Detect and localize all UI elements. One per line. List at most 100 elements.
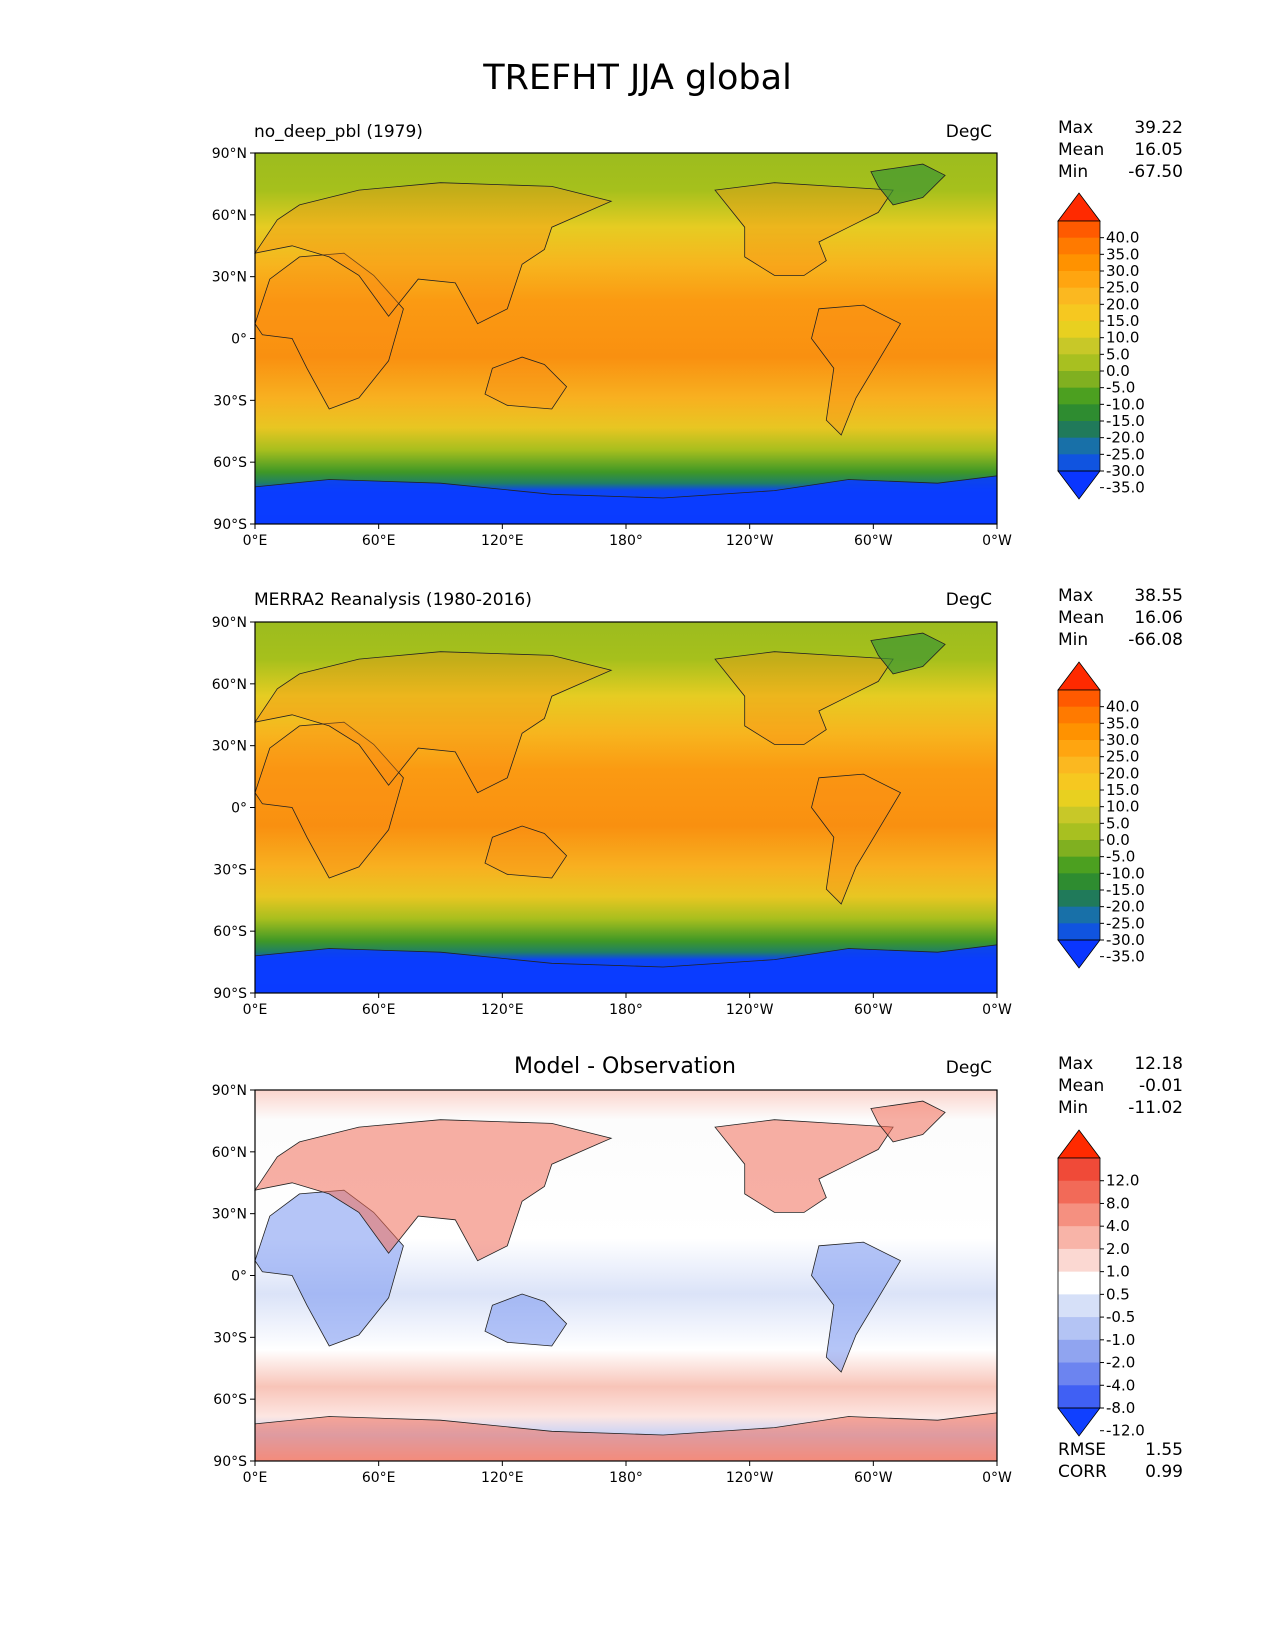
colorbar-label: 25.0 — [1106, 279, 1139, 297]
colorbar-bin — [1058, 437, 1100, 455]
colorbar-label: 40.0 — [1106, 229, 1139, 247]
lon-tick-label: 60°W — [854, 1002, 893, 1018]
colorbar-bin — [1058, 1339, 1100, 1364]
colorbar-label: -0.5 — [1106, 1308, 1135, 1326]
colorbar-label: -30.0 — [1106, 931, 1145, 949]
panel-2-coastline — [870, 632, 946, 675]
colorbar-extend-max — [1057, 1129, 1101, 1159]
colorbar-label: -1.0 — [1106, 1331, 1135, 1349]
panel-1-stat-max-label: Max — [1058, 118, 1094, 138]
lon-tick-label: 60°W — [854, 533, 893, 549]
colorbar-bin — [1058, 321, 1100, 339]
colorbar-label: -20.0 — [1106, 429, 1145, 447]
colorbar-label: -15.0 — [1106, 412, 1145, 430]
lat-tick-label: 30°N — [212, 1207, 247, 1223]
panel-1-stat-mean-label: Mean — [1058, 140, 1105, 160]
colorbar-label: -5.0 — [1106, 848, 1135, 866]
lon-tick-label: 60°E — [362, 1470, 396, 1486]
panel-3-coastline — [254, 1189, 404, 1347]
colorbar-bin — [1058, 287, 1100, 305]
colorbar-extend-min — [1057, 1407, 1101, 1437]
panel-3-rmse-label: RMSE — [1058, 1440, 1107, 1460]
panel-2-coastline — [714, 651, 894, 745]
lon-tick-label: 180° — [609, 533, 643, 549]
colorbar-label: 5.0 — [1106, 814, 1130, 832]
colorbar-label: -5.0 — [1106, 379, 1135, 397]
lon-tick-label: 0°W — [982, 1002, 1012, 1018]
colorbar-bin — [1058, 1180, 1100, 1204]
panel-1-coastline — [870, 163, 946, 206]
lat-tick-label: 60°S — [213, 924, 247, 940]
colorbar-bin — [1058, 221, 1100, 239]
colorbar-bin — [1058, 387, 1100, 405]
panel-3-stat-mean-value: -0.01 — [1139, 1076, 1183, 1096]
colorbar-label: 0.0 — [1106, 362, 1130, 380]
panel-1-stat-mean-value: 16.05 — [1134, 140, 1183, 160]
colorbar-bin — [1058, 1271, 1100, 1295]
colorbar-label: -2.0 — [1106, 1354, 1135, 1372]
colorbar-label: 10.0 — [1106, 798, 1139, 816]
panel-2-left-title: MERRA2 Reanalysis (1980-2016) — [254, 590, 532, 610]
lon-tick-label: 120°E — [481, 1470, 524, 1486]
lon-tick-label: 180° — [609, 1470, 643, 1486]
colorbar-label: 1.0 — [1106, 1263, 1130, 1281]
panel-3-corr-value: 0.99 — [1145, 1462, 1183, 1482]
colorbar-label: 40.0 — [1106, 698, 1139, 716]
lon-tick-label: 0°E — [243, 1470, 268, 1486]
colorbar-label: 35.0 — [1106, 245, 1139, 263]
panel-2-coastline — [254, 721, 404, 879]
panel-2-stat-max-label: Max — [1058, 586, 1094, 606]
colorbar-bin — [1058, 890, 1100, 908]
colorbar-label: -35.0 — [1106, 948, 1145, 966]
colorbar-label: -20.0 — [1106, 898, 1145, 916]
colorbar-bin — [1058, 806, 1100, 824]
panel-3-coastline — [870, 1100, 946, 1143]
figure-title: TREFHT JJA global — [483, 58, 792, 98]
lon-tick-label: 0°W — [982, 1470, 1012, 1486]
lon-tick-label: 60°E — [362, 533, 396, 549]
lat-tick-label: 90°S — [213, 517, 247, 533]
lat-tick-label: 90°N — [212, 146, 247, 162]
panel-3-coastline — [254, 1119, 613, 1262]
colorbar-label: 20.0 — [1106, 764, 1139, 782]
panel-1-units: DegC — [945, 122, 992, 142]
lon-tick-label: 120°W — [726, 1470, 774, 1486]
colorbar-bin — [1058, 371, 1100, 389]
panel-3-coastline — [714, 1119, 894, 1213]
lat-tick-label: 0° — [231, 801, 247, 817]
colorbar-label: -25.0 — [1106, 445, 1145, 463]
panel-2-coastline — [254, 651, 613, 794]
colorbar-bin — [1058, 1158, 1100, 1182]
panel-1-coastline — [811, 304, 902, 436]
colorbar-bin — [1058, 237, 1100, 255]
colorbar-label: 4.0 — [1106, 1217, 1130, 1235]
panel-3-corr-label: CORR — [1058, 1462, 1107, 1482]
panel-1-stat-min-value: -67.50 — [1128, 162, 1183, 182]
panel-2-coastline — [484, 825, 568, 879]
panel-1-stat-min-label: Min — [1058, 162, 1089, 182]
colorbar-label: -35.0 — [1106, 479, 1145, 497]
panel-2-units: DegC — [945, 590, 992, 610]
panel-1-coastline — [714, 182, 894, 276]
panel-3-coastline — [811, 1241, 902, 1373]
lat-tick-label: 60°N — [212, 677, 247, 693]
colorbar-bin — [1058, 723, 1100, 741]
lat-tick-label: 30°S — [213, 393, 247, 409]
colorbar-bin — [1058, 1203, 1100, 1227]
colorbar-bin — [1058, 906, 1100, 924]
lon-tick-label: 60°W — [854, 1470, 893, 1486]
colorbar-bin — [1058, 421, 1100, 439]
lat-tick-label: 90°S — [213, 1454, 247, 1470]
lat-tick-label: 60°S — [213, 455, 247, 471]
colorbar-label: 0.5 — [1106, 1285, 1130, 1303]
panel-3-rmse-value: 1.55 — [1145, 1440, 1183, 1460]
colorbar-bin — [1058, 840, 1100, 858]
colorbar-label: 35.0 — [1106, 714, 1139, 732]
colorbar-bin — [1058, 337, 1100, 355]
panel-3-coastline — [484, 1293, 568, 1347]
colorbar-bin — [1058, 354, 1100, 372]
panel-2-stat-max-value: 38.55 — [1134, 586, 1183, 606]
colorbar-bin — [1058, 823, 1100, 841]
colorbar-bin — [1058, 690, 1100, 708]
colorbar-bin — [1058, 254, 1100, 272]
